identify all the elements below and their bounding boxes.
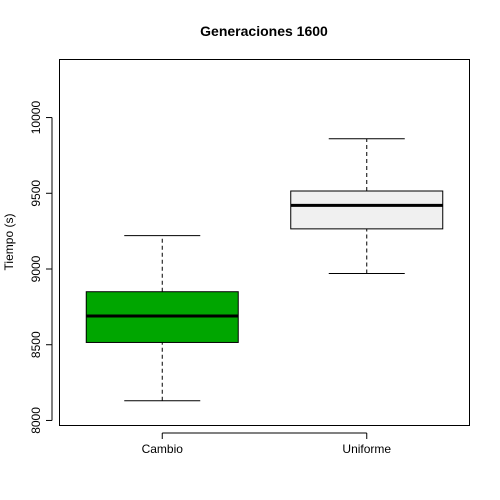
y-axis: 8000 8500 9000 9500 10000 (29, 101, 53, 434)
box-iqr (290, 190, 444, 230)
x-tick-label: Cambio (142, 442, 184, 456)
box-cambio (85, 235, 239, 402)
chart-title: Generaciones 1600 (200, 23, 328, 39)
plot-frame (59, 59, 470, 426)
x-axis: Cambio Uniforme (142, 432, 391, 456)
y-tick-label: 10000 (29, 101, 43, 135)
y-tick-label: 8000 (29, 407, 43, 434)
boxes (85, 138, 444, 402)
y-tick-label: 8500 (29, 331, 43, 358)
y-tick-label: 9000 (29, 255, 43, 282)
y-tick-label: 9500 (29, 180, 43, 207)
box-uniforme (290, 138, 444, 275)
y-axis-label: Tiempo (s) (2, 214, 16, 271)
x-tick-label: Uniforme (342, 442, 391, 456)
